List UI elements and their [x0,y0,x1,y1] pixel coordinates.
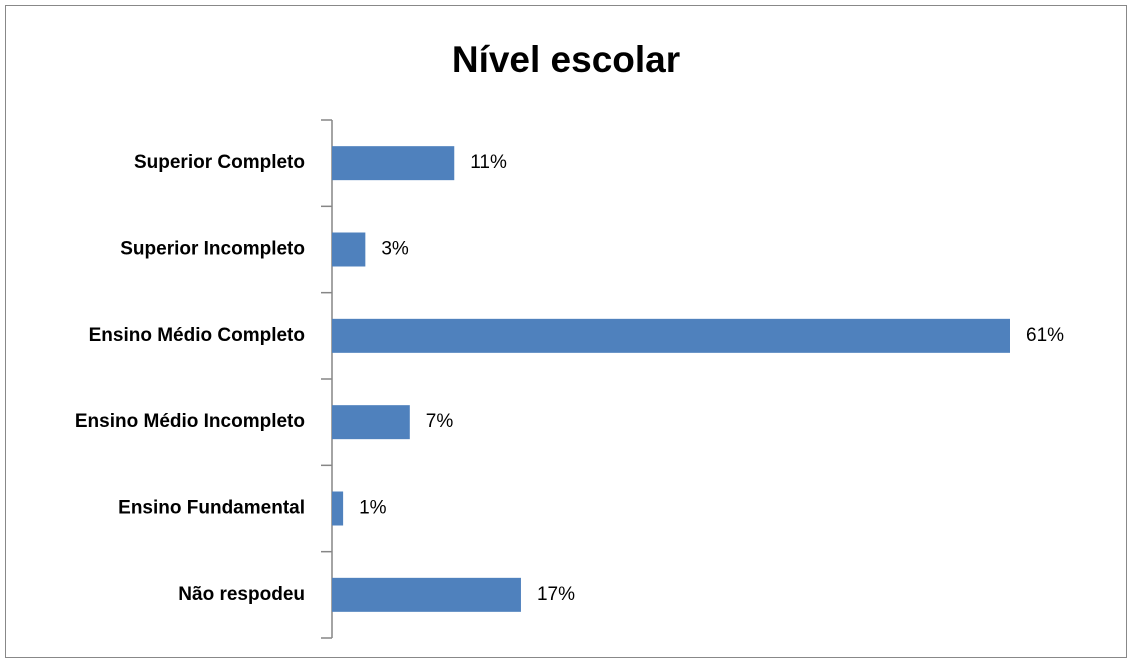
bar [332,146,455,181]
category-label: Não respodeu [178,584,305,605]
chart-title: Nível escolar [452,39,680,80]
data-label: 11% [470,152,507,173]
data-label: 61% [1026,325,1064,346]
bar [332,232,366,267]
data-label: 7% [426,411,454,432]
bar [332,405,410,440]
category-label: Ensino Médio Incompleto [75,411,305,432]
category-label: Ensino Fundamental [118,498,305,519]
data-label: 1% [359,498,387,519]
category-label: Superior Incompleto [120,239,305,260]
bar [332,491,344,526]
category-label: Ensino Médio Completo [89,325,305,346]
category-label: Superior Completo [134,152,305,173]
data-label: 3% [381,239,409,260]
bar [332,318,1010,353]
data-label: 17% [537,584,575,605]
bar [332,577,521,612]
